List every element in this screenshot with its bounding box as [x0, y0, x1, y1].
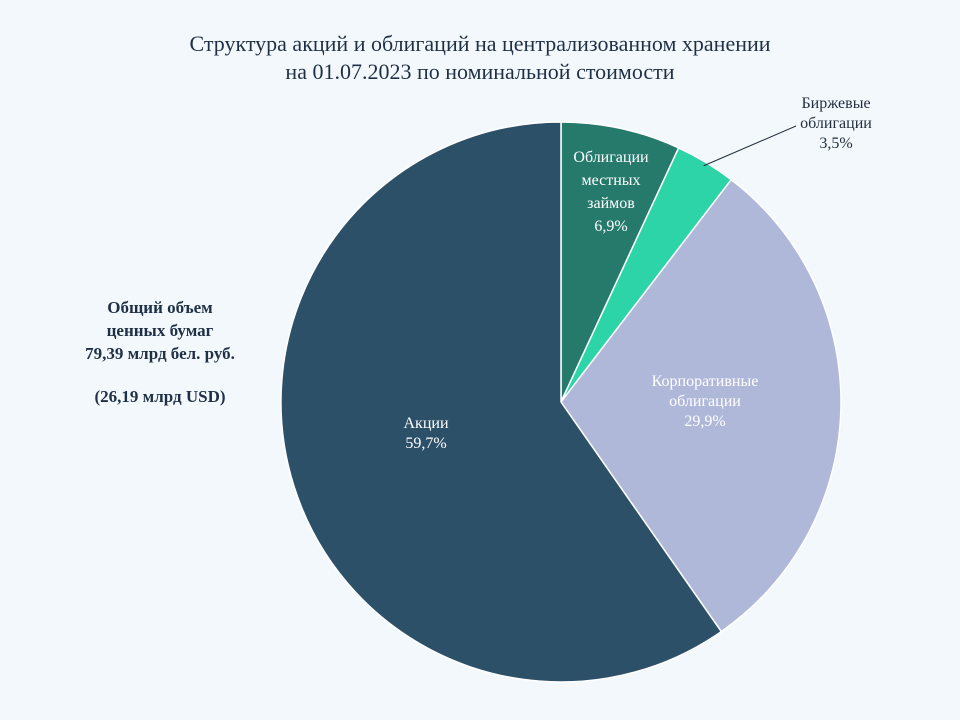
slice-name-label-1: займов: [587, 195, 635, 212]
slice-name-label-3: облигации: [669, 393, 741, 410]
slice-name-label-1: местных: [581, 172, 640, 189]
slice-name-label-1: Облигации: [573, 149, 649, 166]
slice-name-label-4: Акции: [403, 415, 448, 432]
slice-percent-label-3: 29,9%: [684, 413, 725, 430]
slice-percent-label-2: 3,5%: [819, 135, 852, 152]
total-volume-line-1: Общий объем: [107, 298, 213, 317]
slice-name-label-3: Корпоративные: [652, 373, 759, 390]
total-volume-line-2: ценных бумаг: [106, 321, 214, 340]
pie-slice-1: [560, 121, 680, 403]
slice-percent-label-1: 6,9%: [594, 218, 627, 235]
leader-line-2: [703, 125, 797, 167]
slice-name-label-2: Биржевые: [801, 95, 870, 112]
chart-title: Структура акций и облигаций на централиз…: [0, 30, 960, 86]
total-volume-note: Общий объем ценных бумаг 79,39 млрд бел.…: [60, 296, 260, 408]
pie-slice-4: [280, 121, 723, 683]
slice-name-label-2: облигации: [800, 115, 872, 132]
slice-percent-label-4: 59,7%: [405, 435, 446, 452]
total-volume-usd: (26,19 млрд USD): [94, 387, 226, 406]
title-line-2: на 01.07.2023 по номинальной стоимости: [285, 59, 675, 84]
total-volume-line-3: 79,39 млрд бел. руб.: [85, 344, 235, 363]
title-line-1: Структура акций и облигаций на централиз…: [189, 31, 771, 56]
pie-slice-3: [560, 178, 842, 633]
